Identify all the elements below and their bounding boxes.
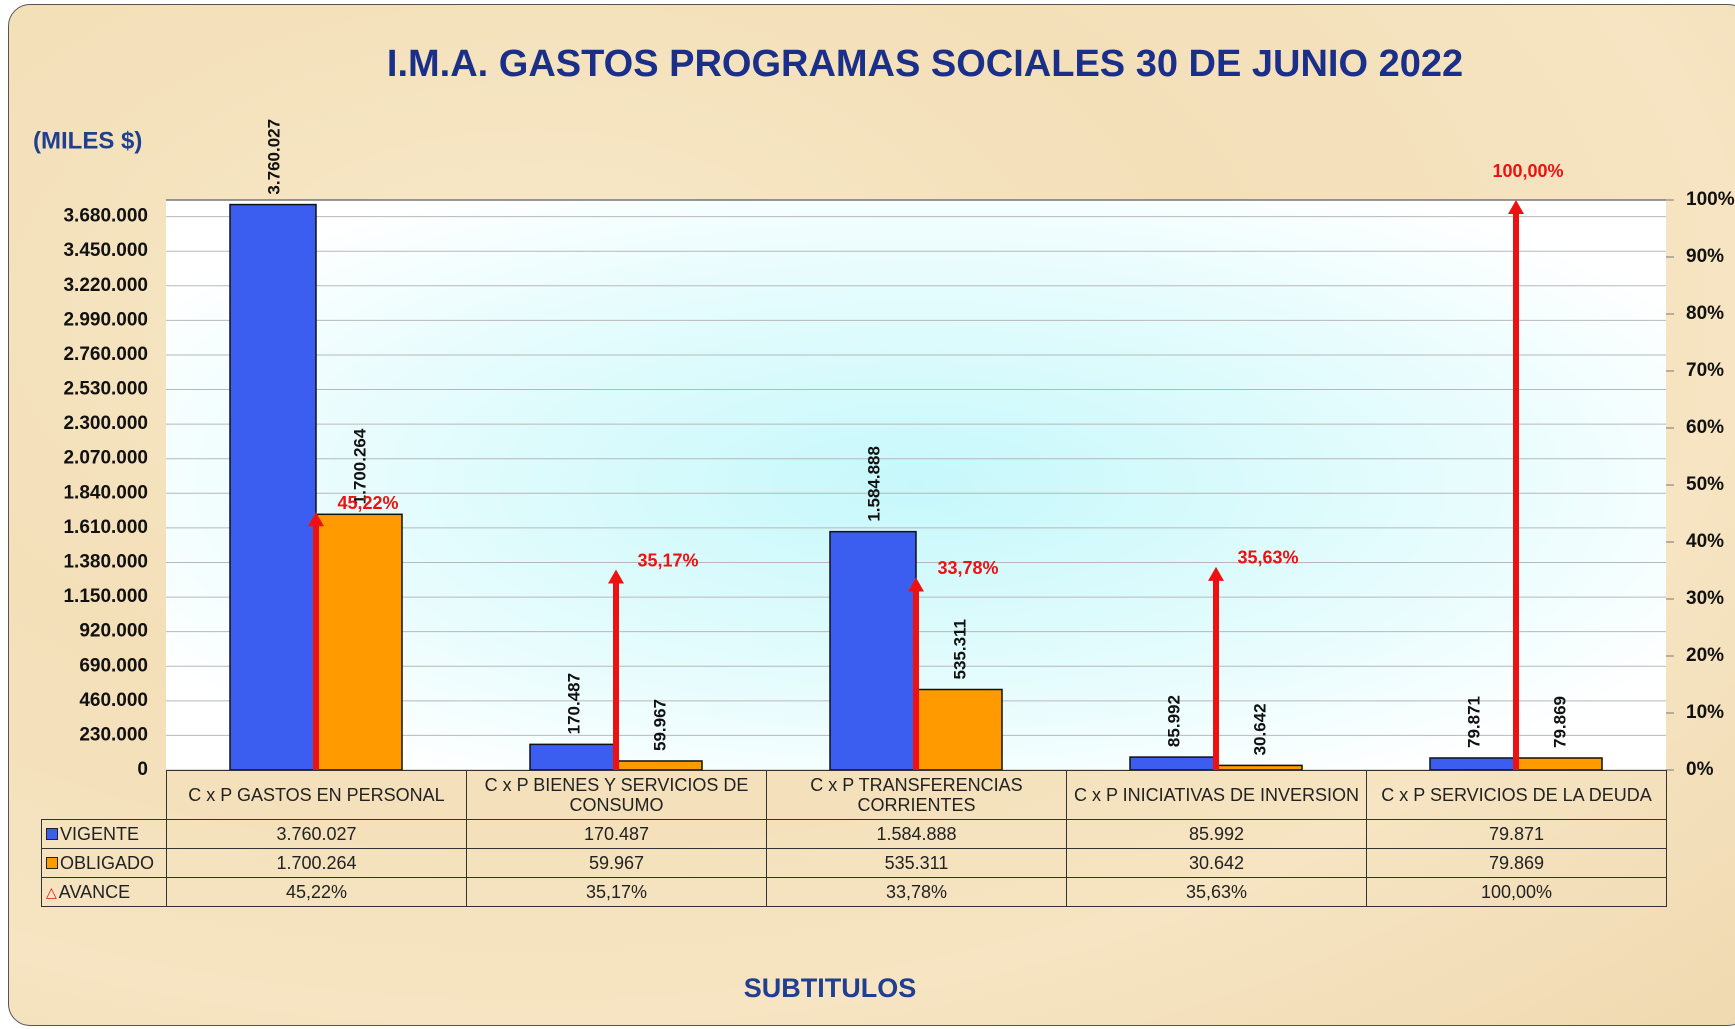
data-label: 535.311 [950,619,969,680]
y2-tick-label: 60% [1686,417,1724,438]
table-cell: 59.967 [466,848,767,878]
table-cell: 1.700.264 [166,848,467,878]
arrow-head [608,569,624,584]
data-label: 1.700.264 [350,428,369,504]
arrow-head [308,512,324,527]
legend-item: VIGENTE [41,819,167,849]
y-tick-label: 1.610.000 [63,517,148,538]
y-tick-label: 690.000 [79,655,148,676]
data-label: 85.992 [1164,695,1183,747]
bar [229,203,317,771]
arrow-head [908,577,924,592]
bar [915,688,1003,771]
bar [315,513,403,771]
table-cell: 79.871 [1366,819,1667,849]
data-label: 35,17% [637,550,698,570]
y2-tick-label: 100% [1686,189,1735,210]
y2-tick-label: 80% [1686,303,1724,324]
y-tick-label: 3.220.000 [63,275,148,296]
legend-swatch: △ [46,884,57,900]
table-cell: 45,22% [166,877,467,907]
data-label: 33,78% [937,558,998,578]
y-tick-label: 0 [137,759,148,780]
data-label: 1.584.888 [864,446,883,522]
legend-label: VIGENTE [60,824,140,844]
x-tick-label: C x P INICIATIVAS DE INVERSION [1066,770,1367,820]
bar [615,760,703,771]
bar [1429,757,1517,771]
arrow-head [1208,566,1224,581]
y-tick-label: 2.760.000 [63,344,148,365]
data-label: 45,22% [337,493,398,513]
y2-tick-label: 90% [1686,246,1724,267]
arrow [608,569,624,770]
table-cell: 100,00% [1366,877,1667,907]
x-tick-label: C x P GASTOS EN PERSONAL [166,770,467,820]
table-cell: 79.869 [1366,848,1667,878]
y-tick-label: 2.990.000 [63,309,148,330]
y-tick-label: 3.450.000 [63,240,148,261]
data-label: 35,63% [1237,548,1298,568]
x-tick-label: C x P BIENES Y SERVICIOS DE CONSUMO [466,770,767,820]
arrow [908,577,924,770]
table-cell: 3.760.027 [166,819,467,849]
bar [1515,757,1603,771]
y-tick-label: 3.680.000 [63,206,148,227]
legend-item: OBLIGADO [41,848,167,878]
bar [829,530,917,771]
x-tick-label: C x P SERVICIOS DE LA DEUDA [1366,770,1667,820]
x-axis-label: SUBTITULOS [744,973,917,1003]
legend-label: OBLIGADO [60,853,155,873]
y2-tick-label: 20% [1686,645,1724,666]
legend-swatch [46,828,58,840]
table-cell: 170.487 [466,819,767,849]
x-tick-label: C x P TRANSFERENCIAS CORRIENTES [766,770,1067,820]
arrow [1508,200,1524,770]
legend-label: AVANCE [58,882,131,902]
table-cell: 35,17% [466,877,767,907]
table-cell: 1.584.888 [766,819,1067,849]
data-label: 59.967 [650,699,669,751]
y2-tick-label: 70% [1686,360,1724,381]
y2-tick-label: 30% [1686,588,1724,609]
data-label: 170.487 [564,673,583,734]
y-tick-label: 920.000 [79,621,148,642]
arrow-head [1508,200,1524,214]
y-tick-label: 1.150.000 [63,586,148,607]
y-tick-label: 2.300.000 [63,413,148,434]
legend-item: △ AVANCE [41,877,167,907]
table-cell: 35,63% [1066,877,1367,907]
y-axis-label: (MILES $) [33,127,142,154]
table-cell: 33,78% [766,877,1067,907]
arrow [1208,566,1224,770]
y-tick-label: 460.000 [79,690,148,711]
y-tick-label: 230.000 [79,724,148,745]
table-cell: 85.992 [1066,819,1367,849]
y2-tick-label: 50% [1686,474,1724,495]
y2-tick-label: 10% [1686,702,1724,723]
data-label: 79.869 [1550,696,1569,748]
y2-tick-label: 0% [1686,759,1714,780]
bar [1129,756,1217,771]
data-label: 79.871 [1464,696,1483,748]
y-tick-label: 1.840.000 [63,482,148,503]
table-cell: 30.642 [1066,848,1367,878]
y2-tick-label: 40% [1686,531,1724,552]
data-label: 30.642 [1250,703,1269,755]
y-tick-label: 1.380.000 [63,551,148,572]
data-label: 3.760.027 [264,119,283,195]
data-label: 100,00% [1492,161,1563,181]
bar [529,743,617,771]
legend-swatch [46,857,58,869]
y-tick-label: 2.070.000 [63,448,148,469]
arrow [308,512,324,770]
chart-title: I.M.A. GASTOS PROGRAMAS SOCIALES 30 DE J… [387,43,1463,85]
table-cell: 535.311 [766,848,1067,878]
y-tick-label: 2.530.000 [63,379,148,400]
